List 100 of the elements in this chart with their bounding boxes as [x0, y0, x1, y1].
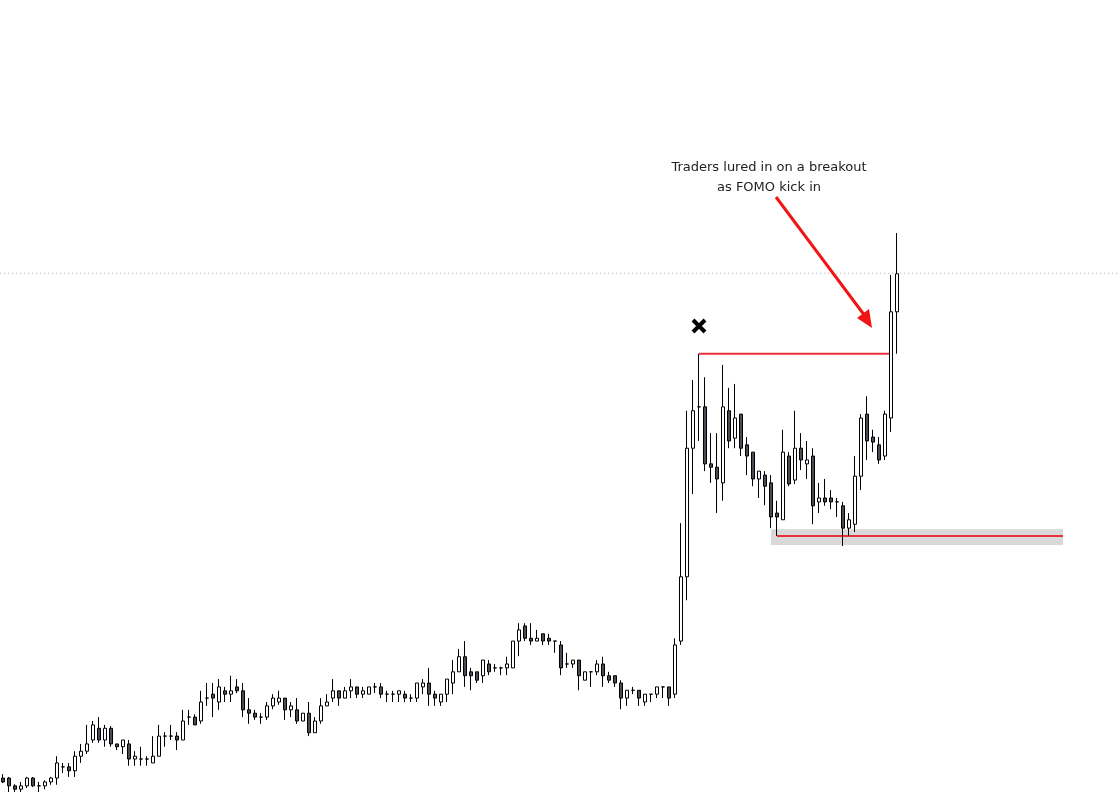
candlestick	[547, 633, 551, 646]
candlestick	[541, 633, 545, 646]
text: Traders lured in on a breakout as FOMO kick in	[670, 158, 867, 194]
candlestick	[343, 686, 347, 699]
candlestick	[757, 470, 761, 499]
candlestick	[529, 622, 533, 646]
candlestick	[553, 640, 557, 654]
candlestick	[193, 713, 197, 726]
candlestick	[835, 497, 839, 518]
candlestick	[853, 455, 857, 533]
candlestick	[403, 690, 407, 703]
candlestick	[313, 716, 317, 734]
candlestick	[37, 781, 41, 792]
candlestick	[223, 686, 227, 703]
candlestick	[229, 675, 233, 703]
candlestick	[745, 436, 749, 476]
candlestick	[877, 436, 881, 465]
candlestick	[397, 690, 401, 703]
candlestick	[505, 656, 509, 676]
candlestick	[829, 489, 833, 510]
candlestick	[679, 522, 683, 646]
candlestick	[127, 739, 131, 767]
candlestick	[769, 474, 773, 529]
candlestick	[697, 353, 701, 442]
candlestick	[55, 755, 59, 786]
candlestick	[667, 686, 671, 707]
candlestick	[73, 750, 77, 778]
candlestick	[457, 648, 461, 673]
candlestick	[199, 690, 203, 725]
candlestick	[253, 709, 257, 721]
candlestick	[739, 413, 743, 457]
candlestick	[337, 690, 341, 707]
candlestick	[175, 731, 179, 751]
candlestick	[301, 712, 305, 722]
candlestick	[655, 686, 659, 699]
candlestick	[613, 675, 617, 688]
candlestick	[49, 776, 53, 786]
candlestick	[7, 776, 11, 792]
candlestick	[565, 652, 569, 669]
candlestick	[85, 724, 89, 755]
candlestick	[361, 686, 365, 699]
candlestick	[859, 413, 863, 491]
candlestick	[601, 656, 605, 688]
candlestick	[241, 682, 245, 718]
candlestick	[307, 701, 311, 737]
candlestick	[535, 629, 539, 642]
candlestick	[595, 659, 599, 676]
candlestick	[1, 773, 5, 784]
candlestick	[139, 746, 143, 767]
candlestick	[511, 640, 515, 669]
candlestick	[115, 743, 119, 751]
candlestick	[211, 682, 215, 718]
candlestick	[217, 678, 221, 711]
candlestick	[571, 659, 575, 669]
candlestick	[583, 671, 587, 681]
candlestick	[205, 682, 209, 707]
candlestick	[673, 637, 677, 699]
candlestick	[247, 697, 251, 725]
candlestick	[31, 776, 35, 788]
candlestick	[775, 500, 779, 537]
candlestick	[109, 725, 113, 748]
candlestick	[637, 689, 641, 707]
candlestick	[445, 678, 449, 703]
candlestick	[733, 383, 737, 449]
candlestick	[169, 724, 173, 741]
candlestick	[895, 232, 899, 355]
candlestick	[721, 364, 725, 502]
candlestick	[163, 731, 167, 748]
candlestick	[265, 701, 269, 721]
candlestick	[235, 678, 239, 694]
candlestick	[331, 678, 335, 703]
candlestick	[349, 678, 353, 699]
candlestick	[367, 686, 371, 695]
candlestick	[811, 447, 815, 525]
candlestick	[661, 686, 665, 699]
candlestick	[325, 693, 329, 707]
candlestick	[817, 482, 821, 514]
candlestick	[103, 724, 107, 748]
candlestick	[841, 501, 845, 547]
candlestick	[463, 640, 467, 688]
candlestick	[121, 739, 125, 755]
candlestick	[19, 781, 23, 792]
candlestick	[793, 410, 797, 485]
candlestick	[91, 720, 95, 744]
candlestick	[889, 274, 893, 433]
candlestick	[295, 697, 299, 725]
candlestick	[97, 716, 101, 744]
candlestick	[427, 667, 431, 707]
candlestick	[559, 640, 563, 676]
candlestick	[421, 678, 425, 695]
candlestick	[319, 697, 323, 725]
candlestick	[133, 750, 137, 767]
candlestick	[763, 470, 767, 506]
candlestick	[607, 671, 611, 684]
candlestick	[25, 776, 29, 789]
candlestick	[625, 689, 629, 707]
candlestick	[517, 622, 521, 657]
candlestick	[589, 671, 593, 688]
candlestick	[475, 671, 479, 684]
candlestick	[703, 376, 707, 472]
